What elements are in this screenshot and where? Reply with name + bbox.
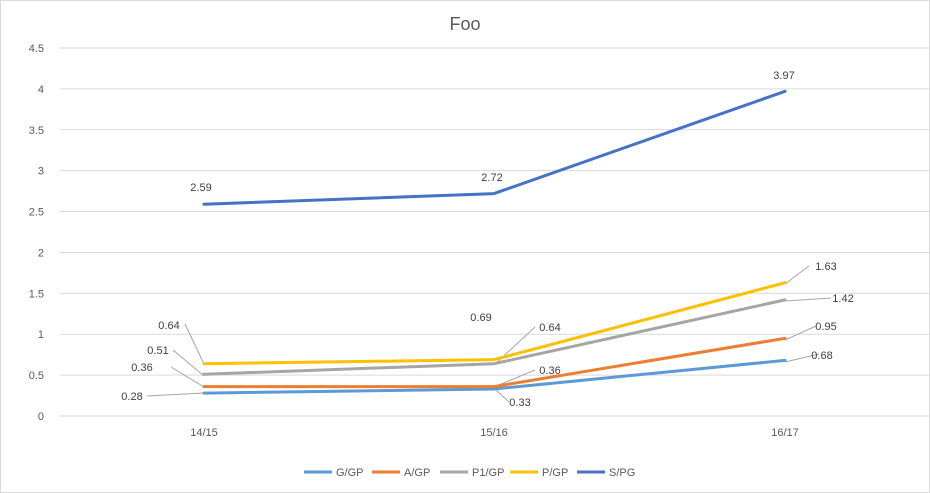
leader-line [784,353,820,363]
chart-title: Foo [449,14,480,34]
y-tick-label: 0 [38,411,44,423]
leader-line [184,323,205,365]
x-tick-label: 16/17 [771,427,799,439]
y-tick-label: 2 [38,247,44,259]
leader-line [784,265,810,285]
data-label: 0.36 [539,365,560,377]
y-tick-label: 3 [38,166,44,178]
series-line-s-pg [202,89,787,206]
y-tick-label: 1 [38,329,44,341]
series-line-p1-gp [202,298,787,376]
data-label: 0.33 [509,397,530,409]
data-label: 2.72 [481,172,502,184]
legend: G/GP A/GP P1/GP P/GP S/PG [304,467,635,479]
y-tick-label: 0.5 [29,370,44,382]
series-lines [202,89,787,395]
data-label: 0.64 [539,322,560,334]
leader-line [172,349,205,377]
legend-label: P/GP [542,467,568,479]
y-axis: 0 0.5 1 1.5 2 2.5 3 3.5 4 4.5 [29,43,44,423]
legend-label: A/GP [404,467,430,479]
leader-line [146,392,205,397]
x-tick-label: 15/16 [480,427,508,439]
series-line-g-gp [202,358,787,395]
leader-line [784,297,832,302]
x-axis: 14/15 15/16 16/17 [190,427,799,439]
y-tick-label: 3.5 [29,125,44,137]
leader-line [493,387,510,403]
data-label: 0.69 [470,312,491,324]
legend-label: G/GP [336,467,364,479]
legend-label: P1/GP [472,467,504,479]
data-label: 0.95 [815,321,836,333]
data-label: 0.68 [811,350,832,362]
data-label: 3.97 [773,70,794,82]
series-line-a-gp [202,336,787,389]
y-tick-label: 2.5 [29,207,44,219]
y-tick-label: 4.5 [29,43,44,55]
leader-line [784,325,817,341]
data-labels: 0.28 0.33 0.68 0.36 0.36 0.95 0.51 0.64 1.42 0.64… [121,70,853,409]
data-label-leader-lines [146,265,832,403]
x-tick-label: 14/15 [190,427,218,439]
series-line-p-gp [202,281,787,366]
data-label: 0.36 [131,362,152,374]
data-label: 1.42 [832,293,853,305]
data-label: 0.51 [147,345,168,357]
data-label: 0.28 [121,391,142,403]
y-tick-label: 4 [38,84,44,96]
legend-label: S/PG [609,467,635,479]
leader-line [170,366,205,388]
data-label: 2.59 [190,182,211,194]
y-tick-label: 1.5 [29,288,44,300]
data-label: 1.63 [815,261,836,273]
data-label: 0.64 [158,320,179,332]
